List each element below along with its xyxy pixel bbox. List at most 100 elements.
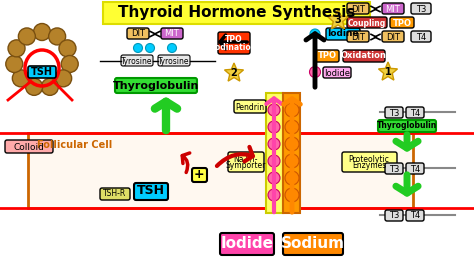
FancyBboxPatch shape <box>218 32 250 54</box>
Circle shape <box>310 67 320 77</box>
Bar <box>0 208 474 265</box>
FancyBboxPatch shape <box>385 210 403 221</box>
Circle shape <box>268 189 280 201</box>
Text: TSH-R: TSH-R <box>103 189 127 198</box>
Text: Tyrosine: Tyrosine <box>158 56 190 65</box>
Text: T3: T3 <box>389 108 399 117</box>
Text: Iodide: Iodide <box>220 236 273 251</box>
FancyBboxPatch shape <box>115 78 197 93</box>
Circle shape <box>268 155 280 167</box>
FancyBboxPatch shape <box>5 140 53 153</box>
Circle shape <box>285 154 299 168</box>
Circle shape <box>146 43 155 52</box>
Circle shape <box>268 138 280 150</box>
FancyBboxPatch shape <box>220 233 274 255</box>
Circle shape <box>268 172 280 184</box>
Text: Tyrosine: Tyrosine <box>121 56 153 65</box>
Circle shape <box>34 24 51 41</box>
FancyBboxPatch shape <box>158 55 190 66</box>
Text: Thyroid Hormone Synthesis: Thyroid Hormone Synthesis <box>118 6 356 20</box>
Text: DIT: DIT <box>351 33 365 42</box>
Text: Coupling: Coupling <box>348 19 386 28</box>
Circle shape <box>49 28 65 45</box>
Text: DIT: DIT <box>386 33 400 42</box>
FancyBboxPatch shape <box>127 28 149 39</box>
Text: Iodide: Iodide <box>324 68 350 77</box>
Text: Iodination: Iodination <box>212 43 256 52</box>
FancyBboxPatch shape <box>28 66 56 78</box>
FancyBboxPatch shape <box>347 31 369 42</box>
Text: TPO: TPO <box>318 51 337 60</box>
Text: 1: 1 <box>384 67 392 77</box>
FancyBboxPatch shape <box>234 100 266 113</box>
Text: Sodium: Sodium <box>281 236 345 251</box>
FancyBboxPatch shape <box>100 188 130 200</box>
FancyBboxPatch shape <box>343 50 385 62</box>
Circle shape <box>285 120 299 134</box>
FancyBboxPatch shape <box>134 183 168 200</box>
Text: DIT: DIT <box>131 29 145 38</box>
FancyBboxPatch shape <box>192 168 207 182</box>
FancyBboxPatch shape <box>385 107 403 118</box>
FancyBboxPatch shape <box>411 3 431 14</box>
Text: Na+/I-: Na+/I- <box>234 154 258 164</box>
Text: T4: T4 <box>410 108 420 117</box>
Circle shape <box>41 78 58 95</box>
Text: Colloid: Colloid <box>14 143 45 152</box>
Text: T3: T3 <box>389 165 399 174</box>
Bar <box>28 133 413 208</box>
FancyBboxPatch shape <box>228 152 264 172</box>
FancyBboxPatch shape <box>406 210 424 221</box>
Polygon shape <box>328 9 348 29</box>
Text: Follicular Cell: Follicular Cell <box>37 140 113 150</box>
Text: Iodine: Iodine <box>327 29 359 38</box>
Circle shape <box>285 137 299 151</box>
Text: TPO: TPO <box>225 36 243 45</box>
Text: MIT: MIT <box>164 29 179 38</box>
Circle shape <box>6 55 23 73</box>
Circle shape <box>12 70 29 87</box>
Text: TSH: TSH <box>137 184 165 197</box>
FancyBboxPatch shape <box>411 31 431 42</box>
FancyBboxPatch shape <box>382 31 404 42</box>
Circle shape <box>310 29 320 39</box>
Text: 2: 2 <box>231 68 237 78</box>
FancyBboxPatch shape <box>326 28 360 40</box>
Bar <box>0 25 474 135</box>
Circle shape <box>55 70 72 87</box>
Bar <box>266 93 283 213</box>
Text: +: + <box>194 169 204 182</box>
FancyBboxPatch shape <box>378 120 436 132</box>
FancyBboxPatch shape <box>406 163 424 174</box>
Circle shape <box>268 121 280 133</box>
Circle shape <box>18 28 36 45</box>
FancyBboxPatch shape <box>347 17 387 28</box>
Text: T4: T4 <box>410 165 420 174</box>
Circle shape <box>61 55 78 73</box>
Text: TSH: TSH <box>31 67 53 77</box>
Circle shape <box>8 40 25 57</box>
Polygon shape <box>379 62 398 80</box>
Circle shape <box>285 171 299 185</box>
FancyBboxPatch shape <box>342 152 397 172</box>
Text: Thyroglobulin: Thyroglobulin <box>377 121 437 130</box>
FancyBboxPatch shape <box>121 55 153 66</box>
Bar <box>103 2 370 24</box>
Circle shape <box>285 188 299 202</box>
Text: T3: T3 <box>416 5 426 14</box>
Text: T4: T4 <box>416 33 426 42</box>
Text: Symporter: Symporter <box>226 161 266 170</box>
FancyBboxPatch shape <box>406 107 424 118</box>
Text: 3: 3 <box>335 15 341 25</box>
Text: Proteolytic: Proteolytic <box>348 154 390 164</box>
Polygon shape <box>225 63 244 81</box>
Circle shape <box>26 78 43 95</box>
Bar <box>283 93 300 213</box>
Circle shape <box>167 43 176 52</box>
Text: Thyroglobulin: Thyroglobulin <box>113 81 199 91</box>
FancyBboxPatch shape <box>323 67 351 78</box>
FancyBboxPatch shape <box>283 233 343 255</box>
Text: T4: T4 <box>410 211 420 220</box>
Circle shape <box>285 103 299 117</box>
Text: Oxidation: Oxidation <box>341 51 387 60</box>
